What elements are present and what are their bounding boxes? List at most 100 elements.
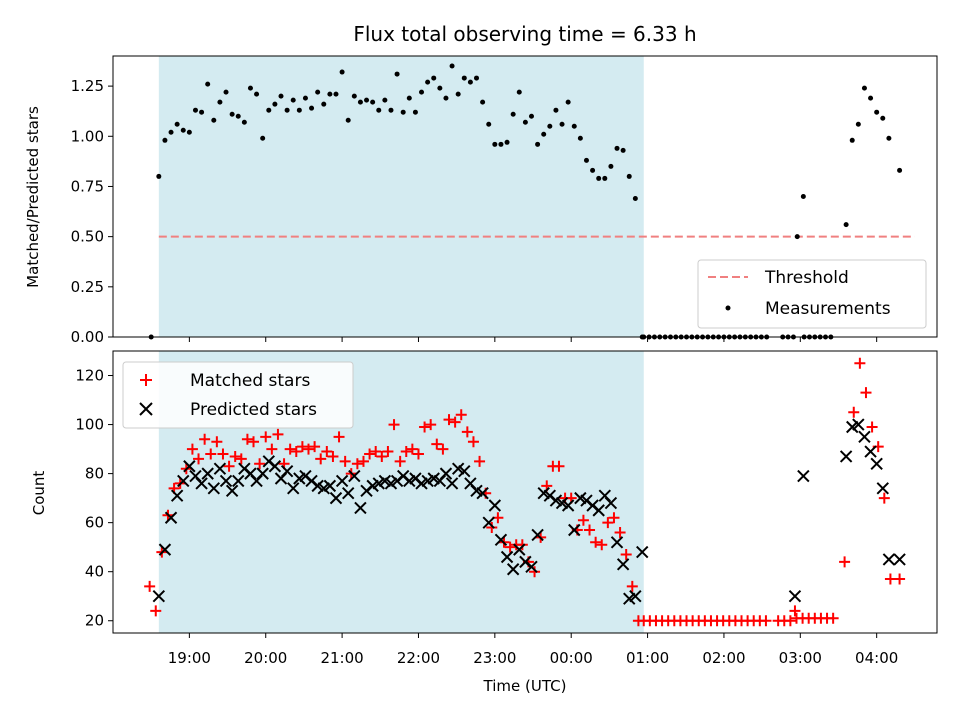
measurement-point [455,91,461,97]
matched-star-point [827,612,839,624]
measurement-point [800,194,806,199]
matched-star-point [614,526,626,538]
matched-star-point [577,514,589,526]
measurement-point [180,127,186,133]
measurement-point [855,121,861,127]
predicted-star-point [287,482,300,495]
matched-star-point [284,443,296,455]
measurement-point [461,75,467,81]
matched-star-point [461,426,473,438]
matched-star-point [333,431,345,443]
matched-star-point [223,460,235,472]
measurement-point [510,111,516,117]
measurement-point [223,89,229,95]
matched-legend-swatch [140,374,152,386]
matched-star-point [357,455,369,467]
matched-star-point [590,536,602,548]
predicted-star-point [488,499,502,512]
predicted-star-point [152,590,166,603]
matched-star-point [553,460,565,472]
measurement-point [351,93,357,99]
matched-star-point [486,522,498,534]
matched-star-point [860,387,872,399]
measurement-point [186,129,192,135]
predicted-star-point [158,543,172,556]
measurement-point [577,135,583,141]
measurement-point [199,109,205,115]
predicted-star-point [268,460,282,473]
matched-stars-points [144,357,906,627]
measurement-point [583,157,589,163]
measurement-point [431,75,437,81]
matched-star-point [516,539,528,551]
measurement-point [266,107,272,113]
measurement-point [192,107,198,113]
measurement-point [162,137,168,143]
count-x-tick-label: 03:00 [779,649,822,667]
measurement-point [382,97,388,103]
measurement-point [388,107,394,113]
measurement-point [406,95,412,101]
matched-star-point [504,541,516,553]
measurement-point [302,95,308,101]
predicted-star-point [342,487,355,500]
matched-star-point [376,450,388,462]
matched-star-point [321,446,333,458]
predicted-star-point [348,469,361,483]
count-panel: 20 40 60 80 100 120 19:00 20:00 21:00 22:00 23:00… [30,350,938,695]
matched-star-point [382,446,394,458]
matched-star-point [894,573,906,585]
measurement-point [541,131,547,137]
measurement-point [357,99,363,105]
matched-star-point [474,455,486,467]
measurement-point [492,141,498,147]
measurement-point [522,119,528,125]
matched-star-point [211,436,223,448]
measurement-point [254,91,260,97]
measurement-point [394,71,400,77]
predicted-star-point [195,477,208,490]
predicted-star-point [256,467,269,480]
predicted-star-point [439,467,453,480]
measurement-point [284,107,290,113]
predicted-star-point [329,491,343,505]
matched-star-point [839,556,851,568]
matched-star-point [327,450,339,462]
ratio-y-tick-label: 1.25 [71,77,104,95]
matched-star-point [419,421,431,433]
measurement-point [376,107,382,113]
predicted-stars-points [152,418,906,605]
measurement-point [443,95,449,101]
count-legend: Matched stars Predicted stars [122,361,354,429]
count-y-tick-label: 80 [85,465,104,483]
measurement-point [339,69,345,75]
measurement-point [370,99,376,105]
predicted-star-point [852,418,865,431]
matched-star-point [406,443,418,455]
count-x-tick-label: 04:00 [855,649,898,667]
measurement-point [498,141,504,147]
measurement-point [480,99,486,105]
predicted-star-point [513,543,526,556]
matched-star-point [878,492,890,504]
count-axes-frame [112,350,938,634]
predicted-star-point [232,474,245,488]
measurement-point [205,81,211,87]
matched-star-point [626,580,638,592]
count-y-ticks: 20 40 60 80 100 120 [75,367,113,630]
predicted-star-point [636,545,649,559]
measurement-point [290,97,296,103]
matched-star-point [854,357,866,369]
ratio-y-tick-label: 0.25 [71,278,104,296]
predicted-star-point [458,464,471,478]
ratio-y-axis-label: Matched/Predicted stars [24,106,42,288]
measurement-point [528,113,534,119]
measurement-point [419,89,425,95]
matched-star-point [602,517,614,529]
predicted-star-point [170,489,184,502]
measurement-point [553,107,559,113]
count-x-tick-label: 01:00 [626,649,669,667]
predicted-star-point [561,499,575,512]
measurement-point [571,123,577,129]
